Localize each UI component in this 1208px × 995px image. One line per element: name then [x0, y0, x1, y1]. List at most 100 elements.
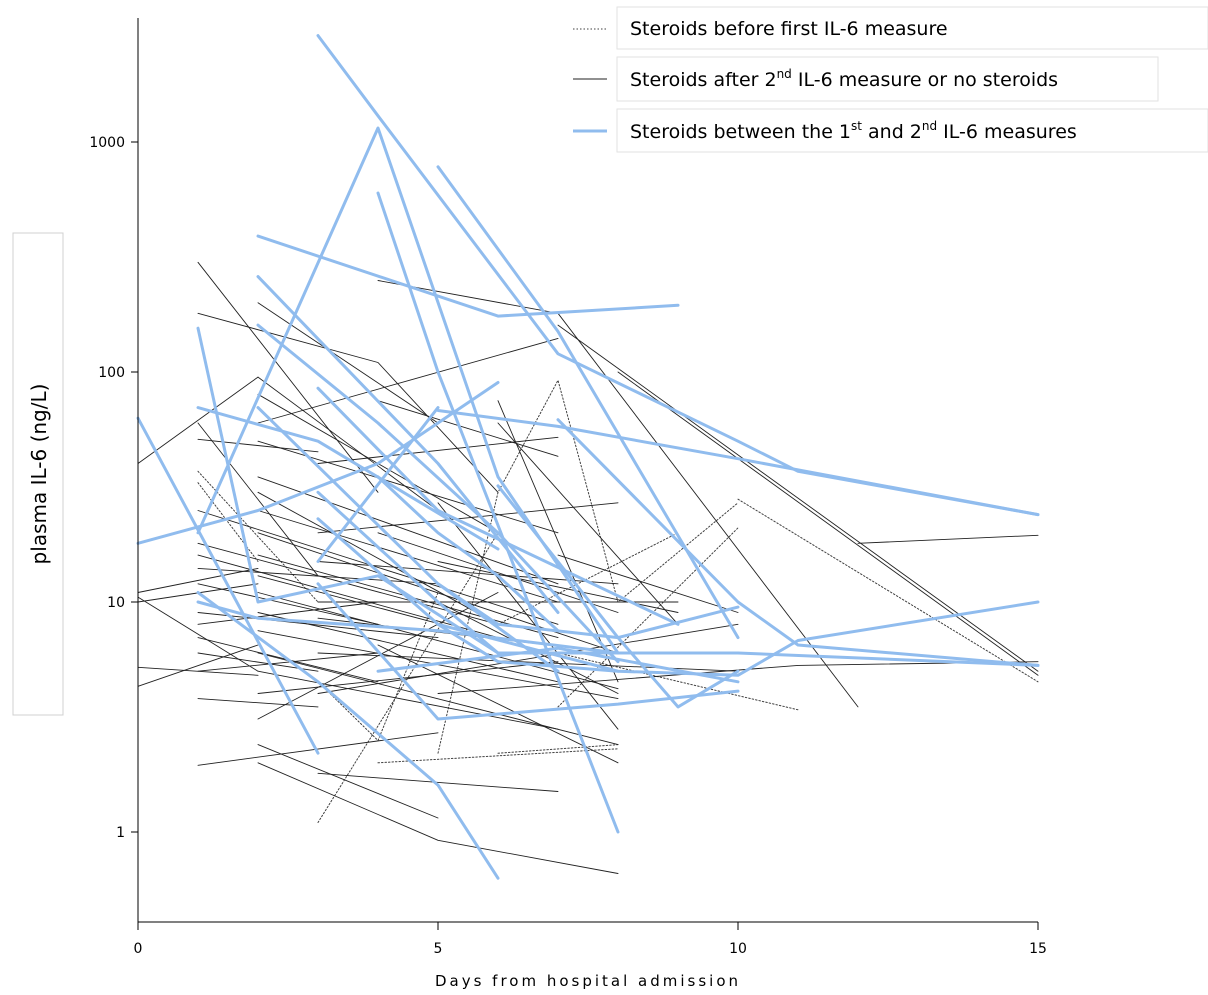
series-line-between-76	[136, 381, 500, 545]
series-group-between	[136, 34, 1040, 880]
series-line-after-68	[437, 661, 1039, 694]
series-line-between-100	[376, 646, 740, 684]
series-line-between-75	[136, 416, 320, 755]
series-line-between-92	[376, 191, 620, 834]
series-line-between-90	[316, 406, 440, 563]
series-line-before-0	[197, 470, 319, 603]
series-line-between-99	[556, 418, 1040, 667]
series-line-after-30	[197, 652, 379, 672]
series-line-after-63	[377, 532, 619, 613]
series-line-between-82	[256, 234, 680, 318]
legend-label-between-post: IL-6 measures	[937, 121, 1077, 143]
series-line-after-55	[317, 502, 619, 534]
legend-box-between	[616, 108, 1208, 153]
series-line-after-23	[197, 554, 499, 639]
series-line-before-5	[437, 379, 739, 754]
legend-label-after: Steroids after 2nd IL-6 measure or no st…	[630, 67, 1058, 91]
series-line-between-83	[256, 275, 560, 614]
series-line-after-27	[197, 601, 379, 625]
series-line-between-80	[196, 591, 500, 880]
legend-label-after-sup: nd	[777, 67, 792, 81]
series-group-after	[137, 261, 1039, 874]
x-tick-label: 5	[434, 941, 443, 957]
series-line-after-60	[317, 623, 739, 694]
series-line-between-97	[496, 484, 740, 709]
series-line-after-70	[497, 422, 679, 625]
series-line-after-38	[257, 476, 559, 585]
series-line-after-19	[197, 422, 319, 577]
series-line-before-8	[557, 652, 799, 711]
series-line-between-93	[376, 475, 560, 633]
legend-label-before: Steroids before first IL-6 measure	[630, 18, 948, 40]
series-line-after-48	[257, 670, 559, 730]
y-axis-title-box	[12, 232, 64, 716]
series-line-between-95	[436, 409, 1040, 517]
series-line-after-37	[257, 440, 559, 534]
series-line-after-26	[197, 612, 439, 639]
series-line-after-31	[197, 698, 319, 708]
series-line-after-65	[437, 502, 619, 730]
series-line-between-78	[196, 406, 500, 551]
series-line-after-11	[137, 376, 259, 464]
legend-label-between: Steroids between the 1st and 2nd IL-6 me…	[630, 119, 1077, 143]
series-line-after-53	[317, 772, 559, 792]
legend-label-between-sup: st	[851, 119, 862, 133]
series-line-after-33	[257, 302, 439, 424]
series-line-before-10	[497, 532, 679, 625]
series-line-between-79	[196, 126, 620, 655]
series-line-after-54	[317, 436, 559, 464]
y-tick-label: 1000	[89, 135, 125, 151]
series-line-after-15	[137, 644, 259, 687]
series-line-after-25	[197, 583, 379, 625]
y-tick-label: 1	[116, 825, 125, 841]
series-line-between-88	[316, 490, 1040, 667]
series-line-between-87	[316, 386, 680, 626]
series-line-after-45	[257, 612, 559, 683]
series-line-between-81	[196, 600, 620, 655]
legend-box-after	[616, 56, 1159, 102]
series-line-after-12	[137, 567, 259, 593]
series-line-after-24	[197, 567, 439, 585]
series-line-between-91	[316, 582, 740, 721]
legend-label-after-pre: Steroids after 2	[630, 69, 777, 91]
series-line-before-2	[317, 532, 499, 823]
legend-label-between-pre: Steroids between the 1	[630, 121, 851, 143]
x-tick-label: 0	[134, 941, 143, 957]
series-line-before-9	[737, 498, 1039, 683]
series-line-after-73	[617, 371, 1039, 676]
x-axis-title: Days from hospital admission	[435, 972, 741, 990]
y-axis: 1 10 100 1000	[89, 18, 139, 922]
series-line-between-86	[316, 34, 1040, 517]
x-axis: 0 5 10 15	[134, 921, 1047, 957]
series-line-after-49	[257, 661, 559, 694]
series-line-after-36	[257, 337, 559, 424]
legend-label-between-mid: and 2	[862, 121, 922, 143]
series-line-after-20	[197, 438, 319, 453]
series-line-after-17	[197, 261, 379, 493]
series-line-after-21	[197, 510, 559, 625]
series-line-before-1	[197, 482, 259, 562]
series-line-after-18	[197, 312, 499, 493]
series-line-after-41	[257, 532, 619, 654]
y-axis-title: plasma IL-6 (ng/L)	[27, 384, 51, 565]
series-line-after-74	[857, 534, 1039, 544]
series-line-after-62	[377, 400, 559, 457]
series-line-before-4	[377, 748, 619, 764]
series-line-between-98	[436, 582, 740, 640]
series-line-after-72	[557, 324, 1039, 672]
series-line-after-71	[557, 554, 739, 613]
series-line-before-7	[497, 744, 619, 754]
legend-box-before	[616, 6, 1208, 50]
series-line-between-94	[436, 165, 740, 640]
series-group-before	[197, 379, 1039, 823]
series-line-after-52	[257, 762, 619, 874]
y-tick-label: 100	[98, 365, 125, 381]
legend: Steroids before first IL-6 measure Stero…	[573, 6, 1208, 153]
legend-label-after-post: IL-6 measure or no steroids	[792, 69, 1058, 91]
series-line-between-84	[256, 323, 620, 664]
series-line-after-51	[257, 744, 439, 819]
legend-label-between-sup2: nd	[922, 119, 937, 133]
series-line-after-34	[257, 376, 439, 511]
x-tick-label: 10	[729, 941, 747, 957]
